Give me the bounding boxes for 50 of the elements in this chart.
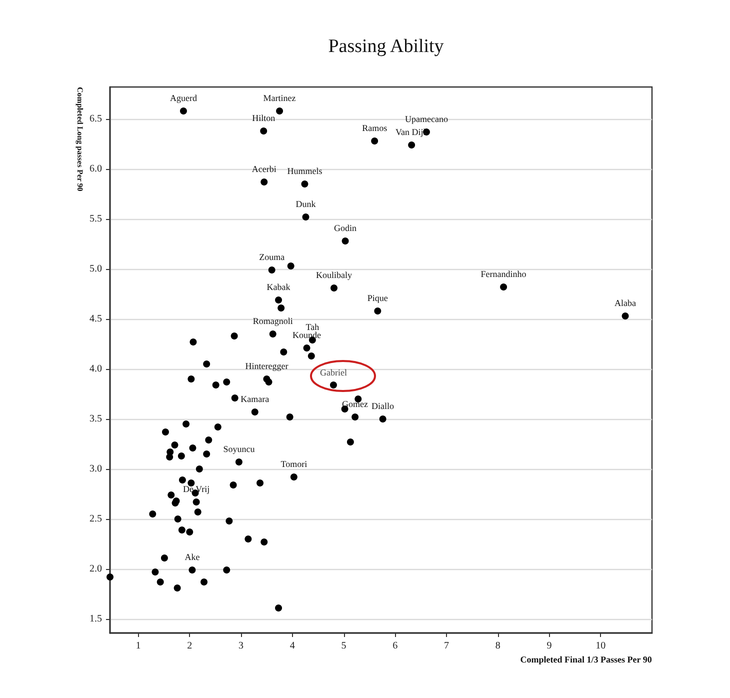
y-tick-label: 3.0 [90, 464, 102, 474]
data-label: Kamara [240, 394, 270, 404]
data-label: Tomori [280, 459, 308, 469]
data-label: Alaba [614, 298, 636, 308]
data-label: Diallo [372, 401, 395, 411]
data-label: Godin [334, 223, 358, 233]
data-label: Fernandinho [480, 269, 527, 279]
y-tick-label: 3.5 [90, 414, 102, 424]
x-tick-label: 9 [546, 640, 552, 652]
data-label: Kounde [292, 330, 322, 340]
x-tick-label: 6 [392, 640, 398, 652]
data-label: Kabak [266, 282, 291, 292]
y-tick-label: 2.5 [90, 514, 102, 524]
annotation: Gabriel [320, 368, 348, 378]
y-tick-label: 5.5 [90, 214, 102, 224]
y-tick-label: 4.0 [90, 364, 102, 374]
data-label: Upamecano [404, 114, 448, 124]
data-label: Romagnoli [252, 316, 294, 326]
data-label: Zouma [259, 252, 285, 262]
y-tick-label: 4.5 [90, 314, 102, 324]
x-tick-label: 3 [238, 640, 244, 652]
data-label: Acerbi [252, 164, 277, 174]
data-label: Ake [184, 552, 200, 562]
x-tick-label: 4 [290, 640, 295, 652]
data-label: Gomez [342, 399, 368, 409]
data-label: Hinteregger [245, 361, 288, 371]
y-tick-label: 6.5 [90, 114, 102, 124]
x-tick-label: 2 [187, 640, 192, 652]
data-label: Dunk [296, 199, 316, 209]
y-axis-title: Completed Long passes Per 90 [76, 87, 84, 192]
chart-title: Passing Ability [328, 36, 444, 57]
y-tick-label: 6.0 [90, 164, 102, 174]
data-label: Hilton [252, 113, 276, 123]
x-tick-label: 8 [495, 640, 500, 652]
data-label: Tah [306, 322, 320, 332]
data-label: Soyuncu [223, 444, 256, 454]
x-tick-label: 10 [596, 640, 606, 652]
data-label: Ramos [362, 123, 388, 133]
data-label: Aguerd [170, 93, 198, 103]
data-label: Hummels [287, 166, 323, 176]
x-tick-label: 7 [444, 640, 449, 652]
data-label: Koulibaly [316, 270, 352, 280]
x-tick-label: 1 [136, 640, 141, 652]
data-label: Martinez [263, 93, 296, 103]
x-axis-title: Completed Final 1/3 Passes Per 90 [520, 654, 652, 664]
y-tick-label: 2.0 [90, 564, 102, 574]
x-tick-label: 5 [341, 640, 346, 652]
y-tick-label: 5.0 [90, 264, 102, 274]
y-tick-label: 1.5 [90, 614, 102, 624]
data-label: Pique [367, 293, 388, 303]
